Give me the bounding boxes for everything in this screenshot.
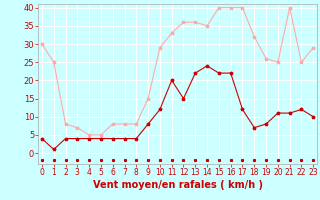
X-axis label: Vent moyen/en rafales ( km/h ): Vent moyen/en rafales ( km/h ) bbox=[92, 180, 263, 190]
